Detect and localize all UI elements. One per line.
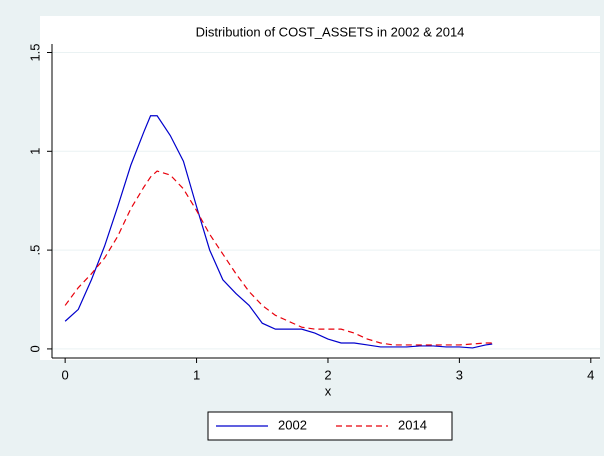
x-tick-label: 2 (324, 367, 331, 382)
x-tick-label: 4 (587, 367, 594, 382)
x-axis-label: x (325, 383, 332, 398)
plot-background (40, 16, 600, 360)
series-line (64, 115, 493, 349)
x-tick-label: 3 (456, 367, 463, 382)
y-tick-label: 1 (27, 148, 42, 155)
y-tick-label: 0 (27, 345, 42, 352)
chart-title: Distribution of COST_ASSETS in 2002 & 20… (196, 24, 465, 39)
y-tick-label: .5 (27, 245, 42, 256)
series-line (64, 170, 493, 346)
y-tick-label: 1.5 (27, 43, 42, 61)
legend-label: 2002 (278, 417, 307, 432)
x-tick-label: 1 (193, 367, 200, 382)
x-tick-label: 0 (62, 367, 69, 382)
legend-label: 2014 (398, 417, 427, 432)
